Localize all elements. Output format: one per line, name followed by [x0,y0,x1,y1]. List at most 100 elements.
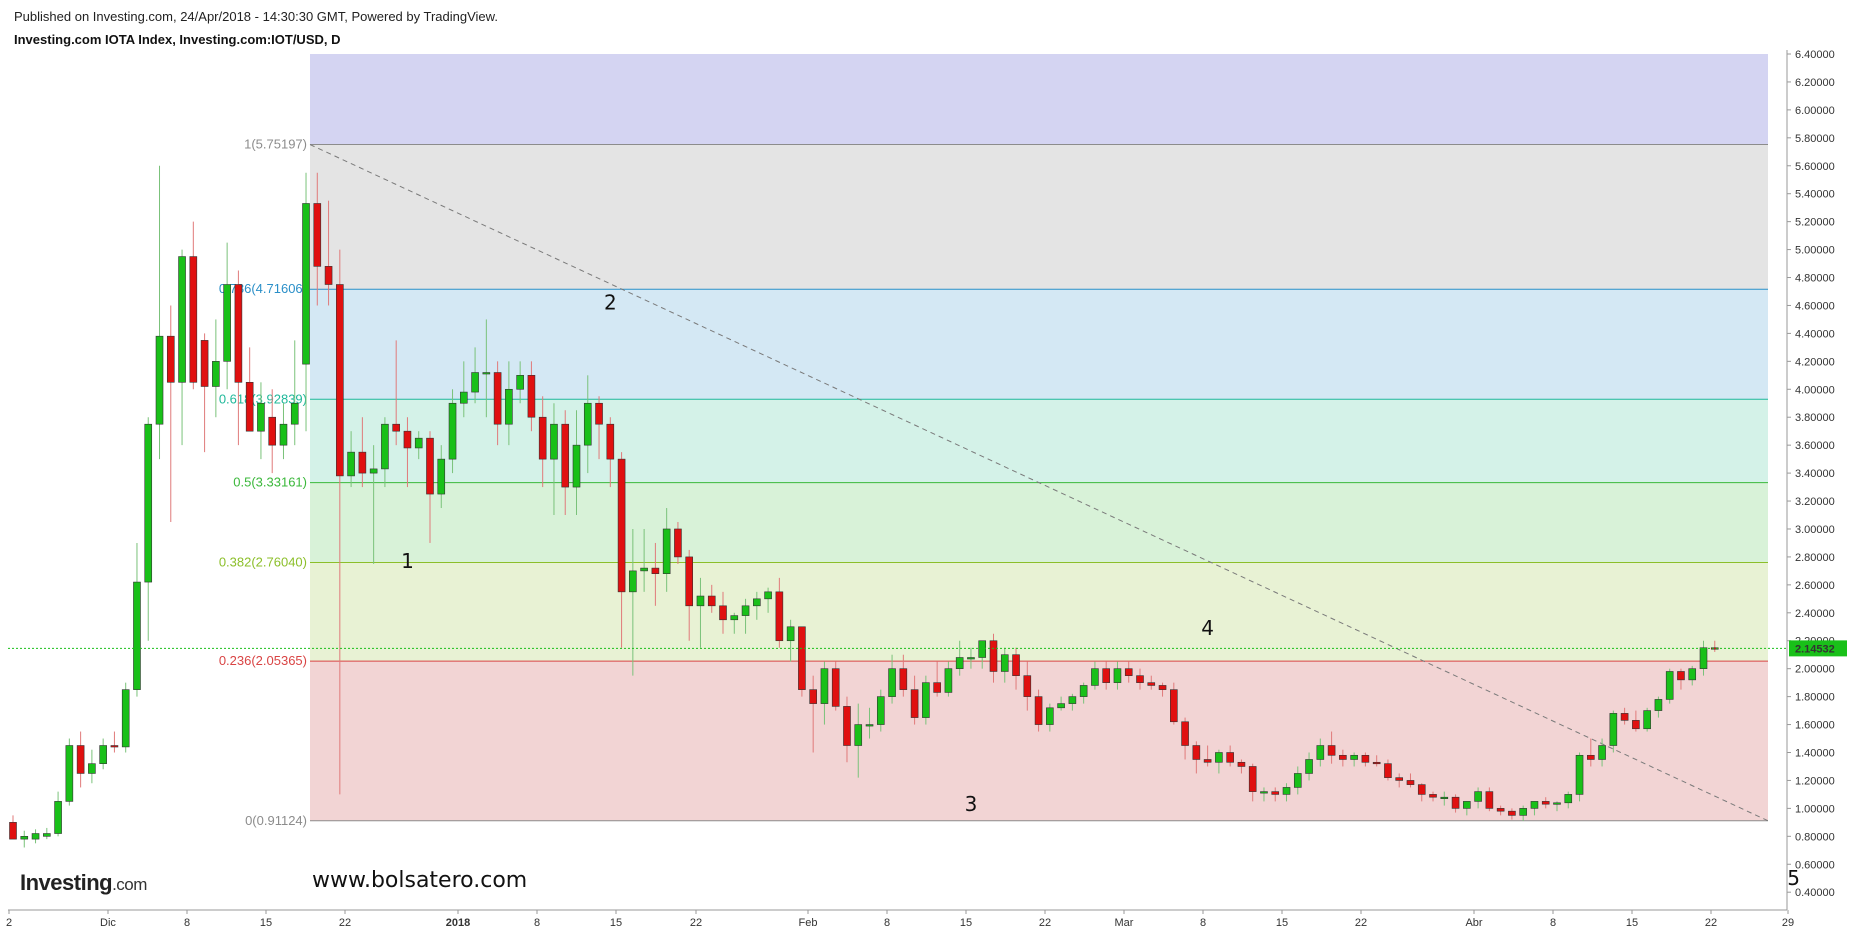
x-tick-label: 22 [1355,917,1367,929]
candle-body [20,836,29,840]
candle [651,542,660,606]
y-tick-label: 6.40000 [1795,49,1835,61]
candle-body [910,689,919,718]
x-tick-label: 8 [884,917,890,929]
candle-body [505,388,513,425]
candle [1440,791,1449,806]
candle-body [110,745,119,748]
candle [1496,805,1505,816]
candle [876,689,885,732]
candle [1553,801,1561,812]
candle-body [1079,685,1088,697]
candle [212,319,220,418]
candle [674,521,682,564]
candle [189,221,198,390]
candle-body [741,605,750,616]
wave-label: 5 [1787,866,1800,890]
candle [20,830,29,848]
candle-body [1203,759,1212,763]
candle [1541,797,1550,809]
candle-body [1598,745,1606,760]
candle [313,172,322,306]
candle [1079,682,1088,704]
fib-zone [310,562,1768,662]
wave-label: 3 [965,792,978,816]
candle-body [1564,794,1573,804]
y-tick-label: 5.20000 [1795,217,1835,229]
candle-body [290,402,299,425]
y-tick-label: 2.40000 [1795,608,1835,620]
candle [1102,661,1110,690]
candle [910,675,919,725]
candle-body [876,696,885,725]
candle [1575,752,1584,802]
x-tick-label: Mar [1115,917,1134,929]
candle-body [437,458,446,495]
candle-body [1248,766,1257,792]
y-tick-label: 2.60000 [1795,580,1835,592]
candle-body [798,626,806,690]
candle-body [1643,710,1651,730]
last-price-label: 2.14532 [1795,643,1835,655]
candle-body [1632,720,1640,730]
candle [358,417,367,488]
watermark: www.bolsatero.com [312,868,528,893]
candle-body [178,256,186,383]
fib-label: 0(0.91124) [245,813,307,828]
candle-body [1023,675,1032,697]
candle-body [629,570,637,593]
candle [144,417,153,641]
candle [448,389,457,474]
candle [459,361,468,418]
candle [1654,696,1663,718]
candle [381,417,389,488]
candle [1203,745,1212,767]
candle-body [279,423,288,446]
x-tick-label: 2 [6,917,12,929]
y-tick-label: 5.00000 [1795,245,1835,257]
candle-body [572,444,581,488]
candle [854,703,863,778]
candle [31,829,40,844]
candle-body [1575,754,1584,795]
fib-trend [309,144,1769,822]
candle-body [1508,810,1516,816]
candle-body [978,640,987,658]
candle [764,587,772,613]
candle [1282,783,1291,802]
candle-body [493,372,502,425]
candle-body [1046,707,1054,725]
candle-body [1147,682,1156,686]
candle [538,396,547,488]
x-tick-label: 15 [1626,917,1638,929]
candle [437,445,446,509]
candle-body [1034,696,1043,725]
candle-body [933,682,941,693]
y-tick-label: 4.40000 [1795,328,1835,340]
candle-body [1361,754,1370,763]
candle [922,675,930,725]
candle [1395,773,1404,788]
logo-main: Investing [20,870,113,895]
candle-body [786,626,795,642]
candle [1305,752,1313,781]
candle-body [1530,801,1539,809]
candle [606,417,615,488]
candle-body [1440,796,1449,800]
candle-body [662,528,671,574]
candle [1643,707,1651,732]
candle [1260,787,1268,802]
y-tick-label: 0.60000 [1795,859,1835,871]
candle-body [1406,780,1415,785]
y-tick-label: 3.80000 [1795,412,1835,424]
y-tick-label: 4.00000 [1795,384,1835,396]
candle-body [527,375,536,418]
y-tick-label: 0.80000 [1795,831,1835,843]
candle-body [854,724,863,746]
last-price-tag [1789,640,1847,657]
x-tick-label: 22 [1039,917,1051,929]
candle-body [1677,671,1685,681]
candle-body [31,833,40,840]
candle-body [1654,699,1663,711]
candle-body [1395,777,1404,781]
